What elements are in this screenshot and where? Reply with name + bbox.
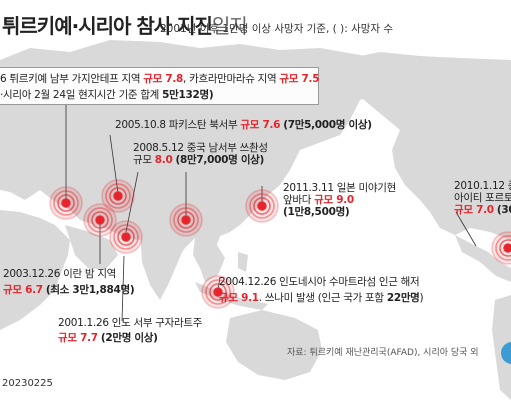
marker-haiti-icon — [491, 231, 511, 265]
label-india-2001: 2001.1.26 인도 서부 구자라트주 규모 7.7 (2만명 이상) — [58, 317, 203, 345]
australia-land — [226, 310, 322, 380]
marker-iran-icon — [83, 203, 117, 237]
marker-japan-icon — [245, 189, 279, 223]
marker-turkey-icon — [49, 186, 83, 220]
label-haiti-2010: 2010.1.12 중 아이티 포르토 규모 7.0 (30 — [454, 180, 511, 217]
central-america-land — [455, 235, 511, 282]
label-indonesia-2004: 2004.12.26 인도네시아 수마트라섬 인근 해저 규모 9.1. 쓰나미… — [219, 276, 424, 305]
marker-indonesia-icon — [201, 275, 235, 309]
indonesia-land — [195, 282, 268, 310]
label-pakistan-2005: 2005.10.8 파키스탄 북서부 규모 7.6 (7만5,000명 이상) — [115, 119, 372, 131]
label-china-2008: 2008.5.12 중국 남서부 쓰촨성 규모 8.0 (8만7,000명 이상… — [133, 142, 268, 167]
turkey-line2: ·시리아 2월 24일 현지시간 기준 합계 5만132명) — [0, 89, 214, 101]
marker-china-icon — [169, 203, 203, 237]
north-america-land — [340, 52, 511, 240]
africa-land — [0, 210, 70, 330]
india-land — [140, 230, 185, 300]
date-code: 20230225 — [2, 378, 53, 389]
source-note: 자료: 튀르키예 재난관리국(AFAD), 시리아 당국 외 — [287, 348, 479, 358]
sea-land — [193, 238, 225, 282]
turkey-line1: 6 튀르키예 남부 가지안테프 지역 규모 7.8, 카흐라만마라슈 지역 규모… — [0, 73, 320, 85]
agency-logo — [501, 342, 511, 364]
label-iran-2003: 2003.12.26 이란 밤 지역 규모 6.7 (최소 3만1,884명) — [3, 268, 135, 297]
philippines-land — [238, 252, 248, 272]
marker-pakistan-icon — [101, 179, 135, 213]
subtitle: 2001년 이후 1만명 이상 사망자 기준, ( ): 사망자 수 — [160, 23, 394, 35]
label-japan-2011: 2011.3.11 일본 미야기현 앞바다 규모 9.0 (1만8,500명) — [283, 182, 396, 219]
arabia-land — [65, 225, 118, 270]
page-title: 튀르키예·시리아 참사 지진일지 — [2, 14, 248, 38]
marker-india-icon — [109, 220, 143, 254]
turkey-syria-info-box: 6 튀르키예 남부 가지안테프 지역 규모 7.8, 카흐라만마라슈 지역 규모… — [0, 67, 320, 105]
